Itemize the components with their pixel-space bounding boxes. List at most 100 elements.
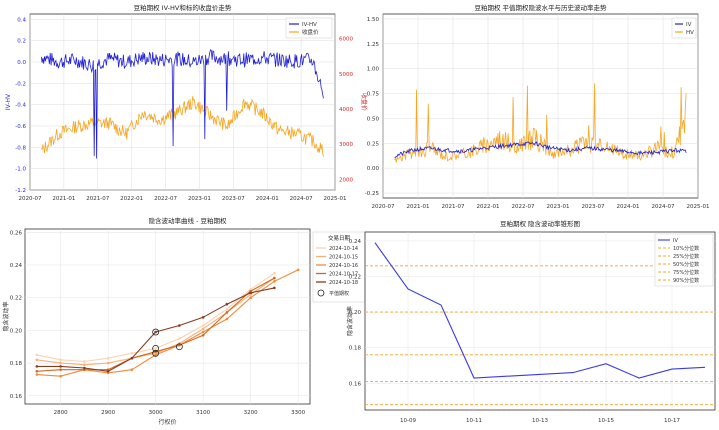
x-tick-label: 3300 — [291, 410, 305, 416]
atm-marker — [152, 328, 160, 336]
y-tick-label: 0.26 — [10, 230, 23, 236]
y-tick-label: -0.25 — [365, 191, 380, 197]
series-iv-line — [394, 141, 687, 159]
series-point — [201, 324, 205, 327]
series-point — [225, 307, 229, 311]
x-tick-label: 2021-07 — [86, 196, 109, 202]
x-tick-label: 2900 — [101, 410, 115, 416]
x-tick-label: 2021-01 — [52, 196, 75, 202]
series-point — [225, 317, 229, 321]
series-iv-line — [374, 242, 706, 379]
y-tick-label: -0.6 — [15, 124, 26, 130]
y-tick-label: 0.50 — [367, 116, 380, 122]
chart-title: 豆粕期权 IV-HV和标的收盘价走势 — [134, 3, 232, 12]
y-tick-label: 0.00 — [367, 166, 380, 172]
y-tick-label: 0.22 — [349, 275, 361, 281]
x-tick-label: 10-17 — [664, 418, 680, 424]
atm-marker — [152, 349, 160, 357]
legend-label: IV — [673, 238, 678, 244]
y-tick-label: -0.2 — [15, 81, 26, 87]
legend-label: 75%分位数 — [673, 269, 699, 276]
x-tick-label: 2023-07 — [222, 196, 245, 202]
x-tick-label: 2024-01 — [617, 204, 640, 210]
series-point — [59, 358, 62, 362]
series-point — [59, 374, 62, 378]
y-tick-label: 0.0 — [17, 60, 26, 66]
plot-area — [29, 13, 336, 191]
y2-tick-label: 3000 — [339, 142, 353, 148]
y-tick-label: -0.4 — [15, 103, 26, 109]
series-point — [273, 271, 276, 275]
series-point — [273, 286, 276, 290]
series-point — [59, 361, 62, 365]
x-tick-label: 10-09 — [400, 418, 416, 424]
x-axis-label: 行权价 — [158, 418, 176, 426]
legend-label: 10%分位数 — [673, 245, 699, 252]
series-point — [83, 366, 86, 370]
series-point — [130, 356, 134, 360]
series-point — [35, 369, 39, 373]
series-point — [154, 347, 157, 350]
series-point — [178, 343, 181, 347]
series-point — [130, 351, 134, 355]
series-point — [296, 268, 300, 272]
x-tick-label: 2022-07 — [154, 196, 177, 202]
series-point — [130, 368, 134, 371]
y-axis-label: 隐含波动率 — [2, 301, 10, 331]
y-tick-label: 0.2 — [17, 39, 26, 45]
series-hv-line — [394, 83, 687, 163]
legend-label: 收盘价 — [302, 28, 319, 36]
y-tick-label: 0.4 — [17, 17, 26, 23]
y-tick-label: 0.18 — [349, 346, 362, 352]
x-tick-label: 2022-01 — [477, 204, 500, 210]
legend-label: IV — [686, 22, 692, 28]
series-point — [249, 291, 252, 295]
series-point — [35, 373, 39, 376]
x-tick-label: 10-13 — [532, 418, 548, 424]
series-iv-hv-line — [40, 49, 324, 159]
series-point — [273, 276, 276, 280]
y-tick-label: 0.20 — [10, 328, 23, 334]
series-point — [106, 361, 110, 365]
x-tick-label: 2023-01 — [547, 204, 570, 210]
x-tick-label: 2024-07 — [290, 196, 313, 202]
x-tick-label: 3100 — [196, 410, 210, 416]
legend-label: 2024-10-15 — [329, 255, 358, 261]
series-point — [35, 365, 39, 368]
legend-marker — [317, 289, 325, 297]
series-point — [225, 311, 229, 314]
series-point — [83, 360, 86, 363]
atm-marker — [152, 344, 160, 352]
plot-area — [24, 228, 311, 405]
legend-label: IV-HV — [302, 22, 317, 28]
series-close-line — [40, 96, 324, 157]
series-point — [59, 365, 62, 368]
atm-marker — [175, 343, 183, 351]
y2-tick-label: 4000 — [339, 107, 353, 113]
series-point — [106, 356, 110, 360]
series-point — [178, 324, 181, 327]
series-point — [201, 327, 205, 331]
x-tick-label: 2025-01 — [687, 204, 710, 210]
y2-axis-label: 收盘价 — [360, 93, 368, 111]
chart-cone: 豆粕期权 隐含波动率锥形图 0.16 0.18 0.20 0.22 0.24 10-09 10… — [346, 219, 716, 424]
x-tick-label: 2023-01 — [188, 196, 211, 202]
y2-tick-label: 6000 — [339, 37, 353, 43]
legend-label: HV — [686, 30, 694, 36]
legend-label: 2024-10-14 — [329, 246, 358, 252]
legend-label: 25%分位数 — [673, 253, 699, 260]
chart-title: 豆粕期权 隐含波动率锥形图 — [500, 219, 580, 228]
y-tick-label: 0.16 — [10, 394, 23, 400]
legend-label: 平值期权 — [329, 290, 349, 297]
y-tick-label: 0.22 — [10, 296, 22, 302]
x-tick-label: 2025-01 — [324, 196, 347, 202]
legend-box — [671, 17, 697, 39]
y-axis-label: 隐含波动率 — [346, 306, 354, 336]
series-point — [59, 368, 62, 371]
y-tick-label: 1.25 — [367, 42, 380, 48]
legend-label: 50%分位数 — [673, 261, 699, 268]
y-tick-label: 0.24 — [349, 239, 362, 245]
x-tick-label: 2023-07 — [582, 204, 605, 210]
